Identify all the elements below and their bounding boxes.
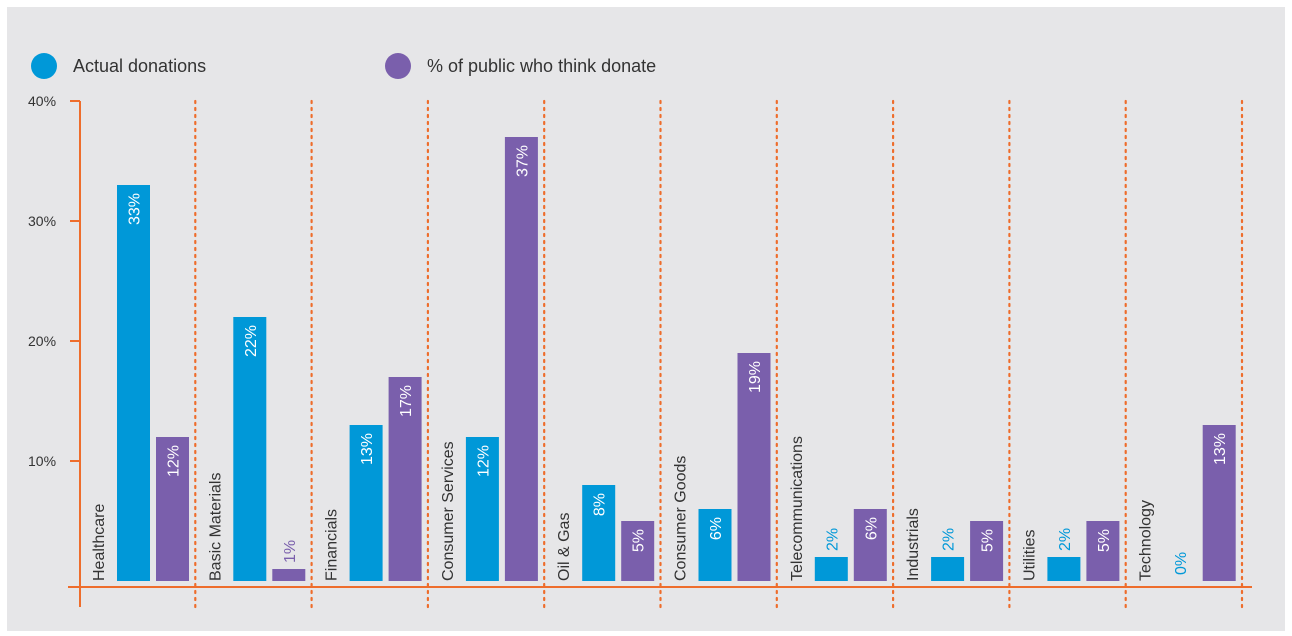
bar-actual-donations-oil-gas — [582, 485, 616, 581]
value-label-actual-donations-consumer-services: 12% — [475, 445, 492, 477]
legend-item-public-perception: % of public who think donate — [385, 53, 656, 79]
bar-of-public-who-think-donate-oil-gas — [621, 521, 655, 581]
value-label-of-public-who-think-donate-utilities: 5% — [1096, 529, 1113, 552]
value-label-actual-donations-consumer-goods: 6% — [708, 517, 725, 540]
legend-item-actual-donations: Actual donations — [31, 53, 206, 79]
legend-swatch-actual-donations — [31, 53, 57, 79]
bar-actual-donations-telecommunications — [814, 557, 848, 581]
value-label-of-public-who-think-donate-consumer-goods: 19% — [747, 361, 764, 393]
value-label-of-public-who-think-donate-financials: 17% — [398, 385, 415, 417]
value-label-of-public-who-think-donate-consumer-services: 37% — [514, 145, 531, 177]
bar-of-public-who-think-donate-technology — [1202, 425, 1236, 581]
bar-actual-donations-consumer-services — [465, 437, 499, 581]
category-label-telecommunications: Telecommunications — [789, 436, 806, 581]
legend-label-public-perception: % of public who think donate — [427, 55, 657, 76]
legend-swatch-public-perception — [385, 53, 411, 79]
value-label-actual-donations-financials: 13% — [359, 433, 376, 465]
value-label-actual-donations-basic-materials: 22% — [243, 325, 260, 357]
bar-of-public-who-think-donate-basic-materials — [272, 569, 306, 581]
y-tick-label-30: 30% — [28, 213, 56, 229]
value-label-of-public-who-think-donate-oil-gas: 5% — [631, 529, 648, 552]
bar-actual-donations-financials — [349, 425, 383, 581]
bar-actual-donations-healthcare — [117, 185, 150, 581]
y-tick-label-20: 20% — [28, 333, 56, 349]
value-label-of-public-who-think-donate-healthcare: 12% — [166, 445, 183, 477]
value-label-actual-donations-industrials: 2% — [941, 528, 958, 551]
bar-of-public-who-think-donate-consumer-goods — [737, 353, 771, 581]
value-label-of-public-who-think-donate-industrials: 5% — [980, 529, 997, 552]
value-label-actual-donations-oil-gas: 8% — [592, 493, 609, 516]
category-label-technology: Technology — [1138, 500, 1155, 581]
value-label-of-public-who-think-donate-technology: 13% — [1212, 433, 1229, 465]
bar-actual-donations-utilities — [1047, 557, 1081, 581]
value-label-of-public-who-think-donate-telecommunications: 6% — [863, 517, 880, 540]
category-label-industrials: Industrials — [905, 508, 922, 581]
bar-actual-donations-industrials — [931, 557, 965, 581]
legend-label-actual-donations: Actual donations — [73, 55, 207, 76]
value-label-of-public-who-think-donate-basic-materials: 1% — [282, 540, 299, 563]
value-label-actual-donations-telecommunications: 2% — [824, 528, 841, 551]
category-label-financials: Financials — [324, 509, 341, 581]
value-label-actual-donations-healthcare: 33% — [127, 193, 144, 225]
category-label-oil-gas: Oil & Gas — [556, 513, 573, 581]
category-label-utilities: Utilities — [1021, 529, 1038, 581]
value-label-actual-donations-technology: 0% — [1173, 552, 1190, 575]
y-tick-label-40: 40% — [28, 93, 56, 109]
category-label-consumer-goods: Consumer Goods — [673, 456, 690, 581]
bar-actual-donations-basic-materials — [233, 317, 267, 581]
category-label-consumer-services: Consumer Services — [440, 441, 457, 581]
bar-actual-donations-consumer-goods — [698, 509, 732, 581]
category-label-healthcare: Healthcare — [91, 504, 108, 581]
bar-of-public-who-think-donate-telecommunications — [853, 509, 887, 581]
y-tick-label-10: 10% — [28, 453, 56, 469]
bar-of-public-who-think-donate-industrials — [970, 521, 1004, 581]
bar-of-public-who-think-donate-healthcare — [156, 437, 189, 581]
value-label-actual-donations-utilities: 2% — [1057, 528, 1074, 551]
category-label-basic-materials: Basic Materials — [207, 473, 224, 581]
bar-of-public-who-think-donate-consumer-services — [504, 137, 538, 581]
bar-of-public-who-think-donate-financials — [388, 377, 422, 581]
bar-of-public-who-think-donate-utilities — [1086, 521, 1120, 581]
